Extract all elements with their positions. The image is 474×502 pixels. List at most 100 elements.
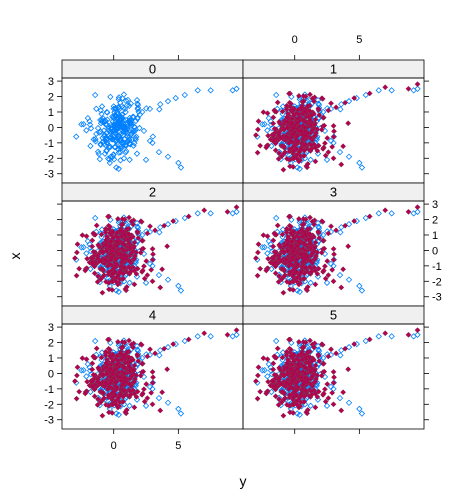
imputed-point (325, 230, 332, 237)
imputed-point (324, 381, 331, 388)
imputed-point (289, 377, 296, 384)
imputed-point (279, 108, 286, 115)
observed-point (177, 287, 185, 294)
observed-point (146, 260, 154, 268)
imputed-point (82, 267, 89, 274)
imputed-point (320, 144, 327, 151)
imputed-point (130, 367, 137, 374)
observed-point (113, 109, 121, 116)
imputed-point (255, 364, 262, 371)
observed-point (118, 142, 125, 150)
y-tick-label: 2 (432, 215, 438, 227)
imputed-point (100, 396, 107, 403)
imputed-point (105, 402, 112, 409)
imputed-point (321, 140, 328, 147)
observed-point (119, 124, 126, 132)
observed-point (83, 127, 90, 134)
imputed-point (113, 401, 119, 408)
imputed-point (271, 353, 278, 360)
imputed-point (270, 114, 277, 121)
imputed-point (83, 356, 90, 363)
observed-point (319, 354, 327, 362)
observed-point (100, 127, 108, 134)
observed-point (123, 102, 131, 109)
y-tick-label: -3 (432, 292, 442, 304)
y-tick-label: -2 (44, 153, 54, 165)
observed-point (358, 287, 366, 294)
imputed-point (311, 244, 318, 251)
observed-point (156, 352, 163, 359)
imputed-point (71, 378, 78, 385)
imputed-point (276, 273, 283, 280)
imputed-point (89, 237, 96, 244)
imputed-point (298, 374, 305, 381)
imputed-point (276, 150, 283, 157)
imputed-point (125, 231, 132, 238)
imputed-point (89, 383, 96, 390)
imputed-point (201, 207, 208, 214)
imputed-point (302, 379, 309, 385)
imputed-point (127, 235, 134, 241)
imputed-point (278, 380, 284, 387)
observed-point (102, 134, 109, 142)
y-tick-label: 1 (48, 353, 54, 365)
imputed-point (257, 142, 264, 149)
imputed-point (290, 248, 297, 255)
imputed-point (283, 379, 290, 386)
imputed-point (134, 351, 141, 358)
imputed-point (274, 345, 281, 352)
observed-point (146, 105, 154, 113)
observed-point (345, 153, 353, 160)
imputed-point (288, 138, 295, 145)
imputed-point (302, 133, 309, 139)
observed-point (156, 229, 163, 236)
observed-point (146, 351, 154, 359)
observed-point (108, 136, 116, 143)
imputed-point (161, 345, 168, 352)
imputed-point (309, 95, 316, 102)
imputed-point (103, 370, 110, 377)
imputed-point (302, 141, 309, 148)
imputed-point (351, 218, 358, 225)
imputed-point (302, 231, 309, 238)
imputed-point (159, 389, 166, 396)
observed-point (177, 164, 185, 171)
y-tick-label: -1 (44, 138, 54, 150)
imputed-point (76, 265, 83, 272)
imputed-point (271, 371, 278, 378)
imputed-point (312, 158, 319, 165)
panel-points (71, 204, 240, 296)
imputed-point (298, 269, 305, 276)
imputed-point (133, 270, 140, 277)
imputed-point (309, 373, 316, 380)
observed-point (164, 399, 172, 406)
imputed-point (284, 370, 291, 377)
imputed-point (315, 351, 322, 358)
imputed-point (99, 248, 106, 255)
imputed-point (89, 243, 96, 250)
observed-point (103, 147, 110, 155)
imputed-point (123, 349, 130, 355)
imputed-point (330, 379, 337, 386)
imputed-point (150, 251, 156, 258)
imputed-point (140, 386, 147, 393)
observed-point (121, 142, 129, 149)
imputed-point (333, 227, 340, 234)
imputed-point (328, 100, 334, 107)
imputed-point (279, 354, 286, 361)
imputed-point (280, 166, 287, 173)
observed-point (94, 148, 102, 155)
imputed-point (275, 155, 282, 162)
imputed-point (320, 114, 327, 121)
observed-point (143, 105, 150, 112)
observed-point (92, 138, 99, 145)
imputed-point (330, 278, 337, 285)
imputed-point (289, 131, 296, 138)
imputed-point (307, 214, 313, 221)
imputed-point (295, 138, 301, 145)
x-tick-label: 5 (175, 440, 181, 452)
imputed-point (309, 127, 316, 134)
imputed-point (98, 231, 105, 238)
observed-point (345, 399, 353, 406)
